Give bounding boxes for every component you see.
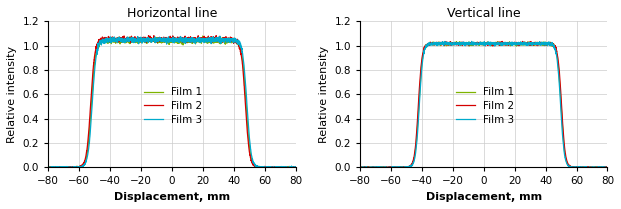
Film 2 <box>212 34 220 37</box>
X-axis label: Displacement, mm: Displacement, mm <box>426 192 542 202</box>
Film 1 <box>292 166 299 169</box>
Film 3 <box>468 40 476 43</box>
Legend: Film 1, Film 2, Film 3: Film 1, Film 2, Film 3 <box>452 83 519 129</box>
Line: Film 3: Film 3 <box>48 36 296 167</box>
Y-axis label: Relative intensity: Relative intensity <box>7 46 17 143</box>
Line: Film 2: Film 2 <box>48 36 296 167</box>
Film 3 <box>285 166 292 169</box>
Film 2 <box>470 42 478 44</box>
Film 1 <box>356 166 364 169</box>
Film 3 <box>356 166 364 169</box>
Film 2 <box>45 166 52 169</box>
Film 3 <box>470 42 478 45</box>
Film 2 <box>477 41 484 44</box>
Film 2 <box>499 40 506 43</box>
Film 3 <box>57 166 65 169</box>
Film 3 <box>45 166 52 169</box>
Line: Film 3: Film 3 <box>360 41 607 167</box>
Line: Film 2: Film 2 <box>360 41 607 167</box>
Film 2 <box>356 166 364 169</box>
Film 1 <box>604 166 611 169</box>
Film 3 <box>216 35 224 37</box>
Film 2 <box>57 166 65 168</box>
Line: Film 1: Film 1 <box>360 42 607 167</box>
Film 2 <box>604 166 611 169</box>
Film 3 <box>597 166 604 168</box>
Film 2 <box>285 166 292 169</box>
Film 1 <box>369 166 376 169</box>
Film 2 <box>369 166 376 168</box>
Film 2 <box>158 38 166 40</box>
Film 3 <box>477 43 484 45</box>
Film 1 <box>477 42 484 45</box>
Film 2 <box>597 166 604 168</box>
Film 3 <box>604 166 611 169</box>
Film 1 <box>597 166 604 168</box>
Film 1 <box>240 64 247 67</box>
Film 3 <box>597 166 604 169</box>
Title: Vertical line: Vertical line <box>447 7 520 20</box>
Film 2 <box>551 45 559 47</box>
X-axis label: Displacement, mm: Displacement, mm <box>114 192 230 202</box>
Film 2 <box>165 37 172 40</box>
Film 3 <box>369 166 376 169</box>
Film 1 <box>45 166 52 168</box>
Film 1 <box>285 166 292 169</box>
Film 1 <box>165 38 172 41</box>
Film 2 <box>285 166 292 169</box>
Film 2 <box>597 166 604 168</box>
Film 3 <box>158 38 166 41</box>
Film 1 <box>199 35 206 37</box>
Film 1 <box>597 166 604 169</box>
Film 1 <box>285 166 292 169</box>
Film 1 <box>45 166 52 169</box>
Film 3 <box>292 166 299 169</box>
Film 1 <box>551 46 559 48</box>
Y-axis label: Relative intensity: Relative intensity <box>319 46 329 143</box>
Title: Horizontal line: Horizontal line <box>127 7 217 20</box>
Film 3 <box>165 36 172 38</box>
Film 3 <box>551 47 559 50</box>
Film 2 <box>240 72 247 74</box>
Line: Film 1: Film 1 <box>48 36 296 167</box>
Film 2 <box>292 166 299 168</box>
Film 2 <box>45 166 52 168</box>
Film 1 <box>453 40 460 43</box>
Film 3 <box>284 166 292 169</box>
Film 1 <box>57 166 65 168</box>
Legend: Film 1, Film 2, Film 3: Film 1, Film 2, Film 3 <box>140 83 207 129</box>
Film 1 <box>158 40 166 43</box>
Film 1 <box>470 43 478 46</box>
Film 3 <box>239 57 247 59</box>
Film 3 <box>356 166 364 168</box>
